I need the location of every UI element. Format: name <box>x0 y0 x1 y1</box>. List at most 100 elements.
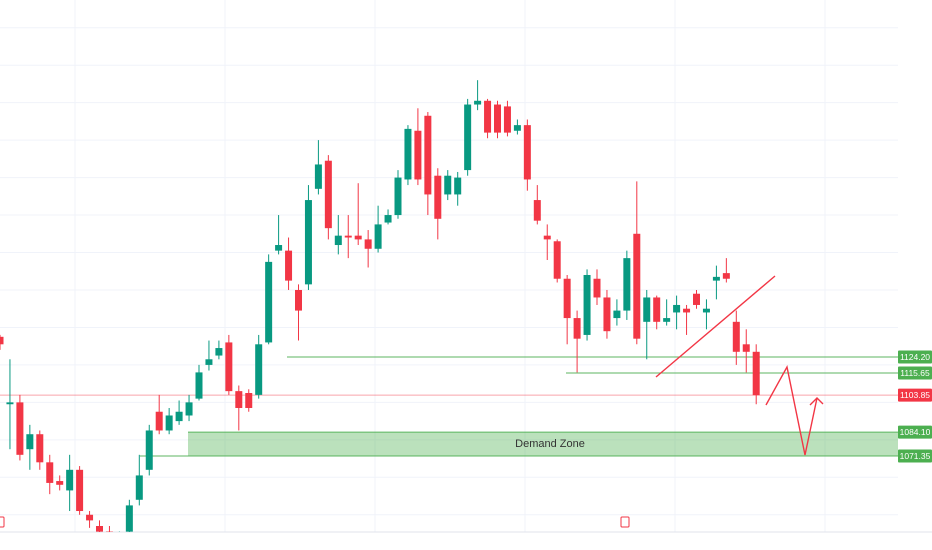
candle-body <box>543 235 551 240</box>
price-label: 1115.65 <box>900 368 930 378</box>
candle-body <box>663 318 671 322</box>
candle-body <box>105 531 113 532</box>
price-labels: 1124.20 1115.65 1103.85 1084.10 1071.35 <box>898 350 932 463</box>
candle-body <box>494 104 501 133</box>
candle-body <box>673 304 681 313</box>
candle-body <box>693 293 700 305</box>
candle-body <box>583 274 591 335</box>
price-label: 1084.10 <box>900 427 931 437</box>
candle-body <box>225 342 233 392</box>
candle-body <box>205 359 213 365</box>
projection-arrow <box>765 365 818 456</box>
candle-body <box>404 128 412 180</box>
candle-body <box>334 235 342 246</box>
price-label: 1103.85 <box>900 390 930 400</box>
candle-body <box>464 104 472 171</box>
candle-body <box>165 415 173 431</box>
candle-body <box>752 351 760 396</box>
candle-body <box>245 393 253 408</box>
candle-body <box>285 250 293 281</box>
price-label-box <box>898 425 932 439</box>
candle-body <box>314 164 322 189</box>
candle-body <box>26 434 34 450</box>
candle-body <box>76 469 84 512</box>
candle-body <box>36 434 44 463</box>
candle-body <box>553 241 561 279</box>
candle-body <box>444 175 452 195</box>
candle-body <box>324 160 332 229</box>
candle-body <box>175 411 183 422</box>
candle-body <box>135 475 143 500</box>
candle-body <box>653 297 661 322</box>
candle-body <box>513 125 521 131</box>
candle-body <box>86 514 94 521</box>
candle-body <box>424 115 432 195</box>
price-label-box <box>898 366 932 380</box>
candle-body <box>56 481 64 485</box>
candle-body <box>414 130 422 180</box>
candle-body <box>702 308 710 313</box>
price-label-box <box>898 449 932 463</box>
price-label-box <box>898 388 932 402</box>
candle-body <box>195 372 203 399</box>
price-label-box <box>898 350 932 364</box>
candle-body <box>364 239 372 249</box>
trend-line <box>655 275 776 378</box>
candle-body <box>474 100 482 105</box>
candle-body <box>623 258 631 311</box>
event-icon <box>620 516 630 528</box>
candle-body <box>643 297 651 322</box>
candle-body <box>712 276 720 281</box>
candle-body <box>722 273 730 279</box>
candle-body <box>732 321 740 352</box>
candle-body <box>255 344 263 395</box>
price-label: 1071.35 <box>900 451 931 461</box>
candle-body <box>384 215 392 223</box>
candle-body <box>344 235 352 238</box>
candle-body <box>265 261 273 343</box>
candle-body <box>613 310 621 319</box>
candle-body <box>46 462 54 483</box>
candle-body <box>6 402 14 405</box>
candle-body <box>523 125 531 180</box>
candle-body <box>683 308 691 313</box>
candle-body <box>533 200 541 221</box>
zone-label: Demand Zone <box>515 438 585 450</box>
candle-body <box>633 233 641 339</box>
candle-body <box>593 278 601 298</box>
candle-body <box>742 344 750 352</box>
candle-body <box>0 336 4 345</box>
candle-body <box>155 411 163 431</box>
candle-layer <box>0 80 760 532</box>
demand-zone <box>188 432 898 457</box>
candle-body <box>96 526 103 532</box>
arrow-head <box>809 397 824 406</box>
candle-body <box>16 402 24 455</box>
candle-body <box>573 318 581 339</box>
candle-body <box>235 391 243 408</box>
candle-body <box>215 348 223 356</box>
candle-body <box>295 289 302 311</box>
candle-body <box>304 200 312 285</box>
annotations <box>655 275 824 456</box>
candle-body <box>354 235 362 240</box>
candle-body <box>563 278 571 319</box>
candle-body <box>66 469 74 491</box>
candle-body <box>434 175 442 219</box>
candle-body <box>454 177 462 195</box>
candle-body <box>503 106 511 133</box>
price-label: 1124.20 <box>900 352 930 362</box>
event-icon <box>0 516 5 528</box>
zone-layer: Demand Zone <box>0 356 898 457</box>
candle-body <box>185 402 193 416</box>
candle-body <box>125 505 133 532</box>
candle-body <box>145 430 153 470</box>
candle-body <box>275 245 283 251</box>
candle-body <box>374 224 382 249</box>
candle-body <box>484 100 492 133</box>
candle-body <box>603 297 611 332</box>
bottom-icons <box>0 516 630 528</box>
candle-body <box>394 177 402 216</box>
